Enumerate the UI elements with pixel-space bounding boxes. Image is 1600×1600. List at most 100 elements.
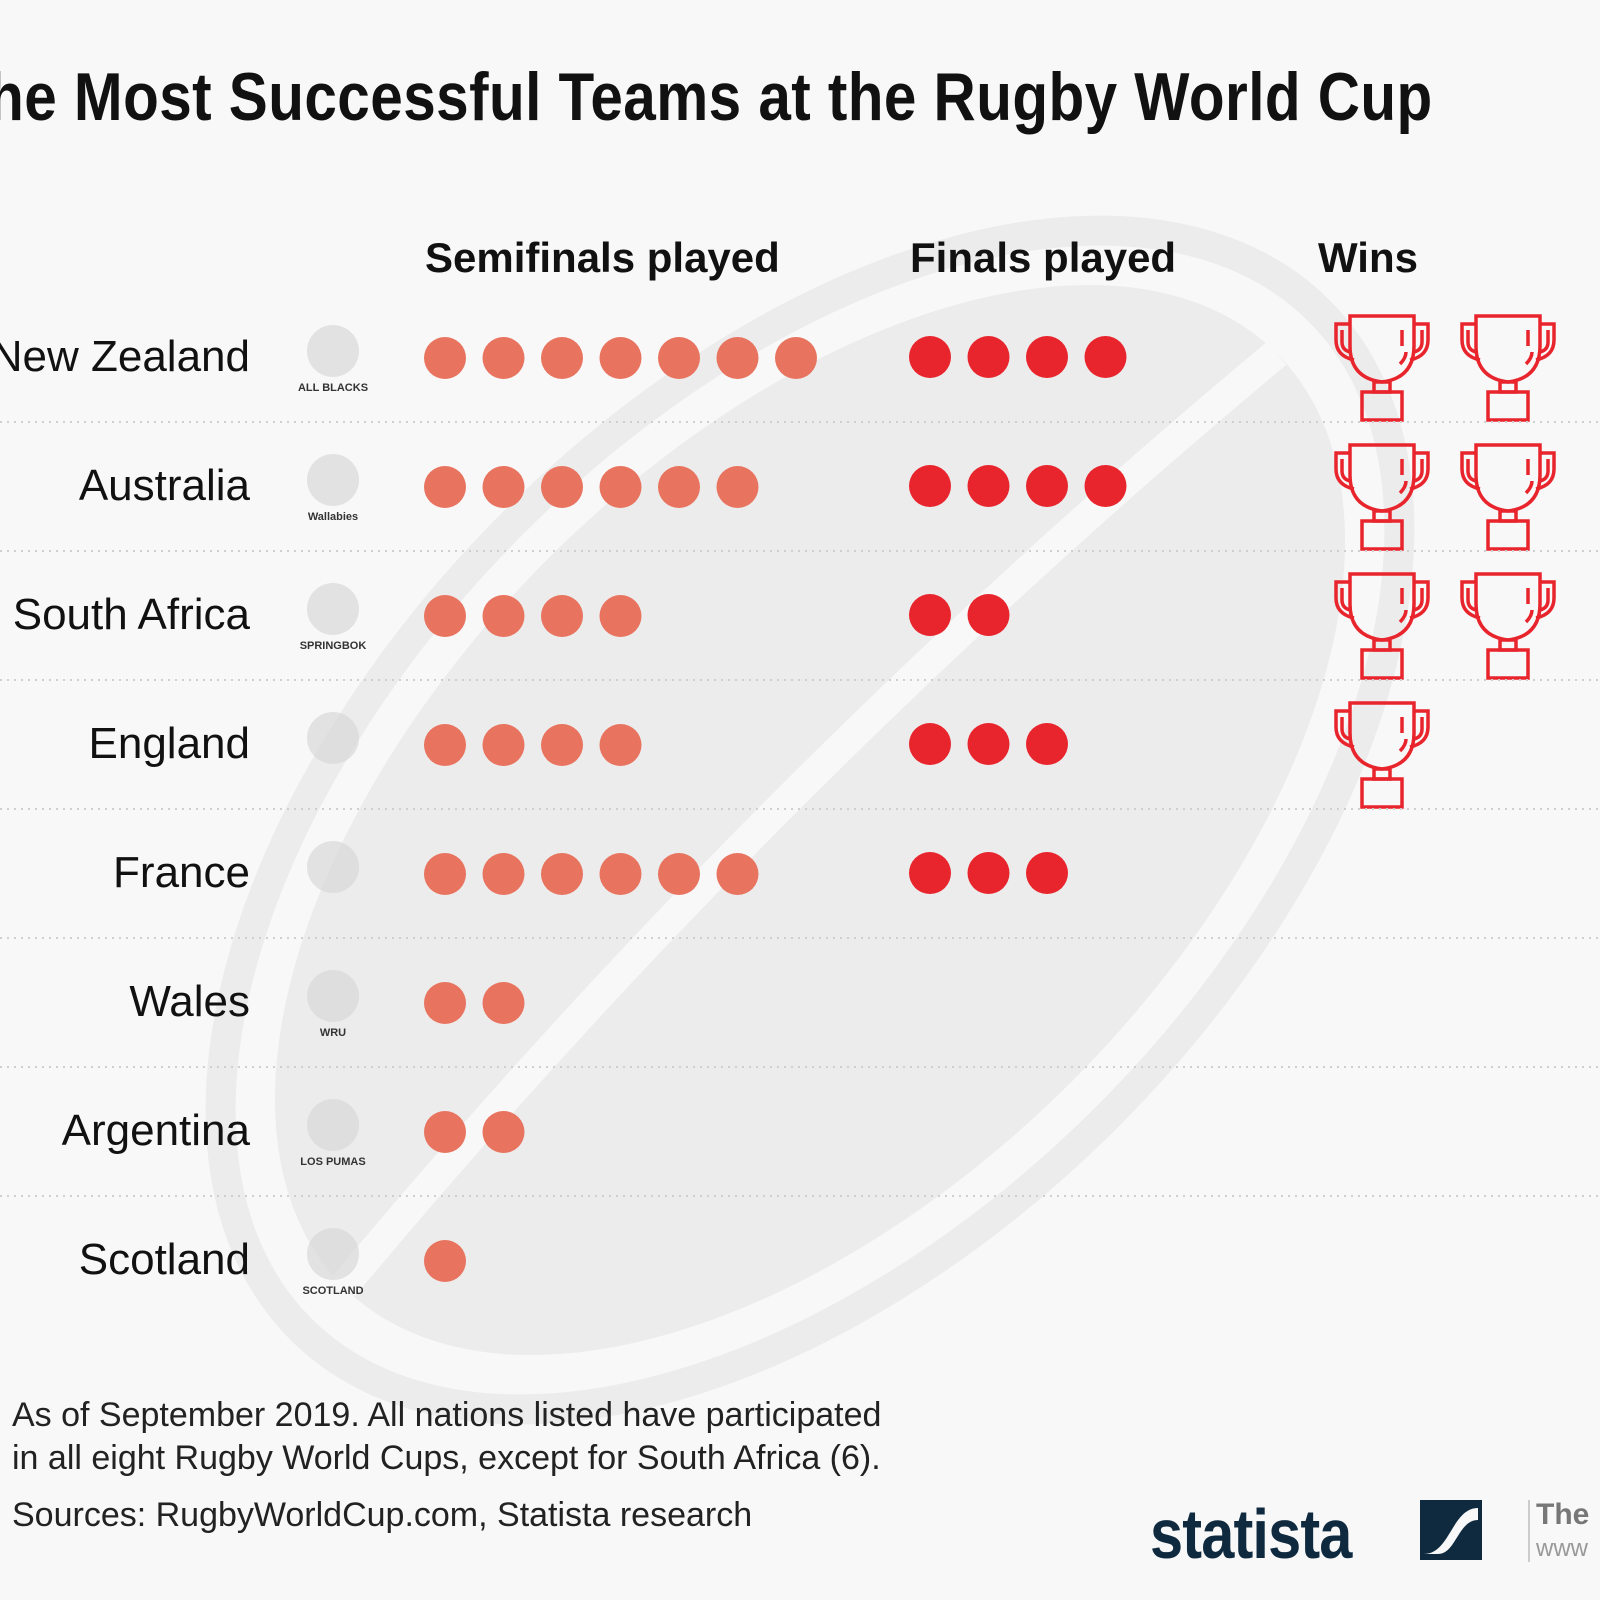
semifinal-dot xyxy=(482,982,525,1024)
team-logo-icon: LOS PUMAS xyxy=(300,1099,366,1168)
ball-body xyxy=(274,284,1346,1356)
final-dot xyxy=(909,852,951,894)
semifinal-dot xyxy=(424,466,466,508)
semifinal-dot xyxy=(775,337,817,379)
team-label: Wales xyxy=(129,977,250,1026)
trophy-icon xyxy=(1334,701,1430,809)
trophy-handles xyxy=(1334,580,1430,620)
rugby-ball-watermark xyxy=(205,215,1415,1425)
trophy-detail xyxy=(1340,717,1424,753)
final-dot xyxy=(1026,336,1068,378)
team-logo-icon: SPRINGBOK xyxy=(300,583,367,652)
semifinal-dot xyxy=(658,337,700,379)
divider xyxy=(1528,1500,1530,1562)
trophy-handles xyxy=(1460,451,1556,491)
final-dot xyxy=(1084,336,1127,378)
team-logo-badge xyxy=(307,583,359,635)
statista-logo-mark-icon xyxy=(1420,1500,1482,1560)
column-header-1: Finals played xyxy=(910,234,1176,281)
chart-title: The Most Successful Teams at the Rugby W… xyxy=(0,59,1433,135)
semifinal-dot xyxy=(424,853,466,895)
semifinal-dot xyxy=(424,595,466,637)
team-logo-badge xyxy=(307,712,359,764)
final-dot xyxy=(967,336,1010,378)
tagline-fragment: The xyxy=(1536,1498,1590,1531)
final-dot xyxy=(909,723,951,765)
team-label: South Africa xyxy=(13,590,251,639)
trophy-handles xyxy=(1334,709,1430,749)
semifinal-dot xyxy=(599,724,642,766)
team-logo-text: SPRINGBOK xyxy=(300,640,367,652)
final-dot xyxy=(909,336,951,378)
final-dot xyxy=(1084,465,1127,507)
team-logo-text: SCOTLAND xyxy=(302,1285,363,1297)
semifinal-dot xyxy=(716,466,759,508)
team-logo-icon xyxy=(307,841,359,893)
trophy-base xyxy=(1486,519,1530,551)
team-label: Scotland xyxy=(79,1235,250,1284)
trophy-icon xyxy=(1334,572,1430,680)
team-logo-icon: ALL BLACKS xyxy=(298,325,368,394)
semifinal-dot xyxy=(424,1111,466,1153)
team-label: Australia xyxy=(79,461,251,510)
semifinal-dot xyxy=(482,337,525,379)
final-dot xyxy=(967,465,1010,507)
trophy-detail xyxy=(1466,330,1550,366)
semifinal-dot xyxy=(424,337,466,379)
team-logo-text: LOS PUMAS xyxy=(300,1156,365,1168)
trophy-handles xyxy=(1334,451,1430,491)
semifinal-dot xyxy=(716,853,759,895)
final-dot xyxy=(1026,852,1068,894)
semifinal-dot xyxy=(599,595,642,637)
trophy-cup xyxy=(1474,314,1542,384)
trophy-icon xyxy=(1334,314,1430,422)
trophy-detail xyxy=(1340,330,1424,366)
team-logo-text: WRU xyxy=(320,1027,346,1039)
team-logo-badge xyxy=(307,970,359,1022)
trophy-base xyxy=(1360,519,1404,551)
trophy-base xyxy=(1360,390,1404,422)
trophy-detail xyxy=(1340,588,1424,624)
team-label: Argentina xyxy=(62,1106,251,1155)
team-logo-badge xyxy=(307,325,359,377)
semifinal-dot xyxy=(541,595,583,637)
sources-note: Sources: RugbyWorldCup.com, Statista res… xyxy=(12,1496,753,1534)
trophy-cup xyxy=(1474,443,1542,513)
column-header-0: Semifinals played xyxy=(425,234,780,281)
ball-seam xyxy=(331,341,1287,1297)
semifinal-dot xyxy=(658,853,700,895)
trophy-detail xyxy=(1466,588,1550,624)
semifinal-dot xyxy=(482,724,525,766)
trophy-icon xyxy=(1334,443,1430,551)
trophy-detail xyxy=(1466,459,1550,495)
footnote-line-2: in all eight Rugby World Cups, except fo… xyxy=(12,1439,881,1477)
trophy-handles xyxy=(1334,322,1430,362)
final-dot xyxy=(1026,465,1068,507)
team-label: France xyxy=(113,848,250,897)
team-label: England xyxy=(89,719,250,768)
semifinal-dot xyxy=(541,853,583,895)
team-label: New Zealand xyxy=(0,332,250,381)
statista-logo: statista xyxy=(1150,1495,1352,1573)
semifinal-dot xyxy=(716,337,759,379)
trophy-base xyxy=(1486,390,1530,422)
semifinal-dot xyxy=(541,337,583,379)
team-logo-icon xyxy=(307,712,359,764)
semifinal-dot xyxy=(482,1111,525,1153)
semifinal-dot xyxy=(424,1240,466,1282)
semifinal-dot xyxy=(482,853,525,895)
final-dot xyxy=(909,594,951,636)
team-logo-icon: SCOTLAND xyxy=(302,1228,364,1297)
semifinal-dot xyxy=(599,337,642,379)
team-logo-badge xyxy=(307,454,359,506)
final-dot xyxy=(909,465,951,507)
trophy-base xyxy=(1360,777,1404,809)
semifinal-dot xyxy=(424,982,466,1024)
semifinal-dot xyxy=(482,595,525,637)
trophy-base xyxy=(1486,648,1530,680)
trophy-detail xyxy=(1340,459,1424,495)
team-logo-badge xyxy=(307,1099,359,1151)
semifinal-dot xyxy=(599,466,642,508)
team-logo-text: Wallabies xyxy=(308,511,358,523)
semifinal-dot xyxy=(482,466,525,508)
